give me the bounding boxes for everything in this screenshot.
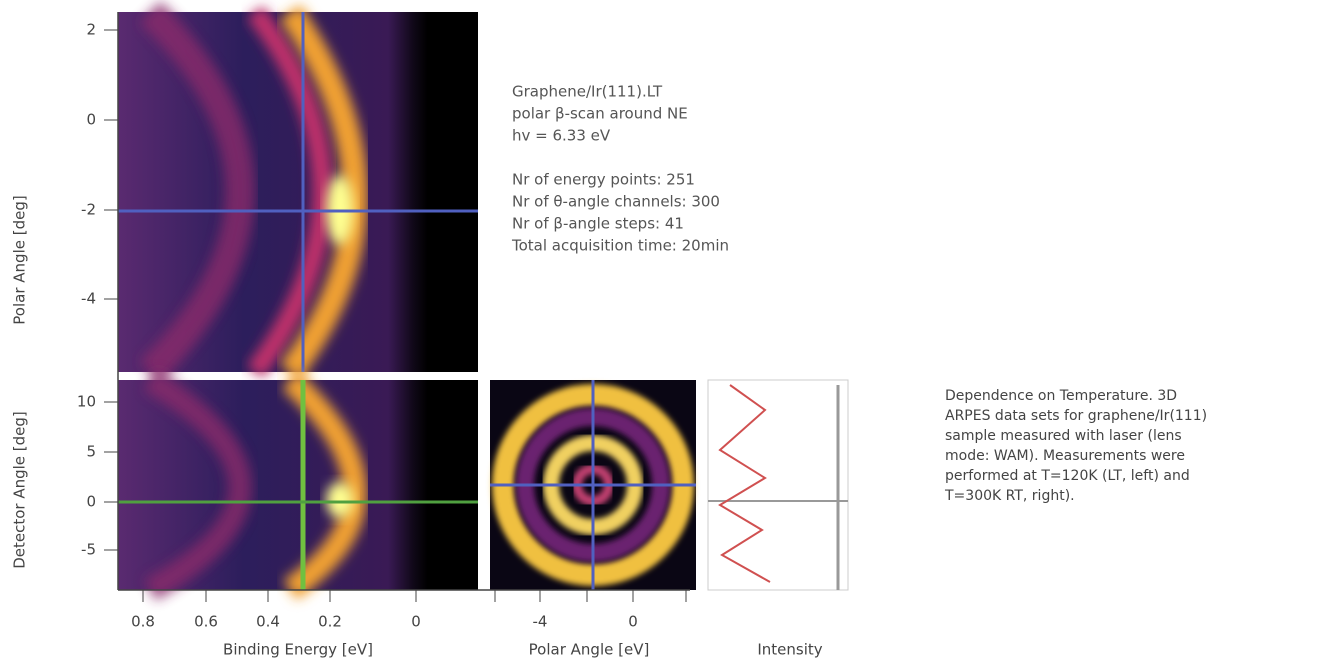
top-panel <box>118 1 478 383</box>
caption-line: sample measured with laser (lens <box>945 428 1182 444</box>
x-tick-label: 0.8 <box>131 613 155 631</box>
y-tick-label: -5 <box>81 541 96 559</box>
y-tick-label: 0 <box>86 493 96 511</box>
caption: Dependence on Temperature. 3D ARPES data … <box>944 388 1207 504</box>
axis-label: Polar Angle [deg] <box>11 195 29 324</box>
rings-panel <box>490 380 696 590</box>
x-tick-label: 0.4 <box>256 613 280 631</box>
caption-line: Dependence on Temperature. 3D <box>945 388 1177 404</box>
caption-line: mode: WAM). Measurements were <box>945 448 1185 464</box>
ticks: 2 0 -2 -4 10 5 0 -5 0.8 0.6 0.4 0.2 0 -4 0 <box>77 21 687 631</box>
x-tick-label: 0.2 <box>318 613 342 631</box>
info-line: hv = 6.33 eV <box>512 127 611 145</box>
y-tick-label: -4 <box>81 290 96 308</box>
axis-label: Detector Angle [deg] <box>11 411 29 569</box>
y-tick-label: -2 <box>81 201 96 219</box>
info-line: Nr of β-angle steps: 41 <box>512 215 684 233</box>
y-tick-label: 0 <box>86 111 96 129</box>
caption-line: ARPES data sets for graphene/Ir(111) <box>945 408 1207 424</box>
bottom-left-panel <box>118 369 478 601</box>
intensity-panel <box>707 379 849 591</box>
axis-label: Intensity <box>757 641 822 659</box>
x-tick-label: 0 <box>628 613 638 631</box>
info-text: Graphene/Ir(111).LT polar β-scan around N… <box>511 83 729 255</box>
caption-line: performed at T=120K (LT, left) and <box>945 468 1190 484</box>
info-line: Total acquisition time: 20min <box>511 237 729 255</box>
y-tick-label: 2 <box>86 21 96 39</box>
caption-line: T=300K RT, right). <box>944 488 1075 504</box>
info-line: Nr of energy points: 251 <box>512 171 695 189</box>
x-tick-label: -4 <box>533 613 548 631</box>
info-line: Nr of θ-angle channels: 300 <box>512 193 720 211</box>
info-line: Graphene/Ir(111).LT <box>512 83 663 101</box>
frame-lines <box>117 12 690 591</box>
x-tick-label: 0.6 <box>194 613 218 631</box>
axis-label: Polar Angle [eV] <box>529 641 650 659</box>
y-tick-label: 5 <box>86 443 96 461</box>
x-tick-label: 0 <box>411 613 421 631</box>
y-tick-label: 10 <box>77 393 96 411</box>
info-line: polar β-scan around NE <box>512 105 688 123</box>
axis-label: Binding Energy [eV] <box>223 641 373 659</box>
